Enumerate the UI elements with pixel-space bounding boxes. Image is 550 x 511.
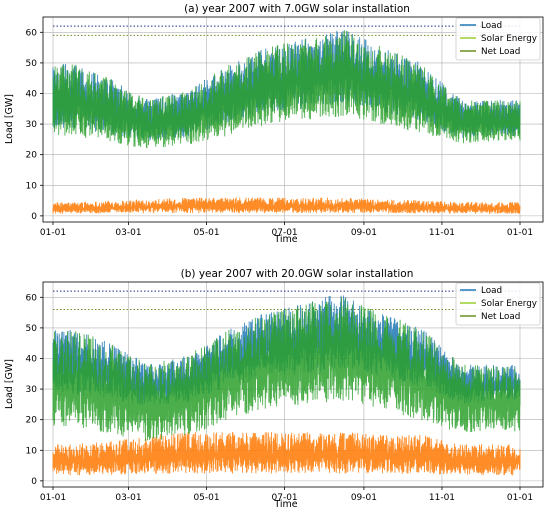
y-tick-label: 60 [26,28,38,38]
y-tick-label: 20 [26,416,38,426]
x-tick-label: 09-01 [351,493,377,503]
x-axis-label: Time [273,234,297,245]
x-tick-label: 11-01 [429,228,455,238]
y-tick-label: 0 [31,212,37,222]
x-tick-label: 03-01 [115,493,141,503]
y-axis-label: Load [GW] [4,359,15,409]
legend-label-net-load: Net Load [481,312,520,322]
chart-title: (b) year 2007 with 20.0GW solar installa… [181,268,414,280]
x-tick-label: 05-01 [193,228,219,238]
x-tick-label: 03-01 [115,228,141,238]
series-solar-energy [52,197,521,214]
y-tick-label: 50 [26,59,38,69]
series-net-load [52,297,521,442]
axis-ticks: 0 10 20 30 40 50 60 01-01 03-01 05-01 07-01 09-01 11… [26,293,534,503]
plot-area [52,290,521,476]
y-tick-label: 20 [26,151,38,161]
y-tick-label: 60 [26,293,38,303]
legend-label-load: Load [481,21,502,31]
legend: Load Solar Energy Net Load [455,17,541,61]
y-tick-label: 50 [26,324,38,334]
x-tick-label: 01-01 [507,493,533,503]
y-tick-label: 40 [26,354,38,364]
legend: Load Solar Energy Net Load [455,282,541,326]
x-tick-label: 07-01 [272,228,298,238]
series-net-load [52,30,521,149]
x-tick-label: 01-01 [507,228,533,238]
plot-area [52,25,521,214]
x-tick-label: 01-01 [40,493,66,503]
y-tick-label: 30 [26,120,38,130]
chart-panel-a: (a) year 2007 with 7.0GW solar installat… [4,3,544,245]
x-tick-label: 11-01 [429,493,455,503]
axis-ticks: 0 10 20 30 40 50 60 01-01 03-01 05-01 07-01 09-01 11… [26,28,534,238]
y-tick-label: 40 [26,89,38,99]
y-tick-label: 30 [26,385,38,395]
y-tick-label: 0 [31,477,37,487]
series-solar-energy [52,431,521,476]
x-tick-label: 01-01 [40,228,66,238]
legend-label-solar: Solar Energy [481,34,537,44]
y-tick-label: 10 [26,446,38,456]
legend-box [455,17,541,61]
axes-frame [42,281,544,488]
axes-frame [42,16,544,223]
legend-box [455,282,541,326]
x-tick-label: 05-01 [193,493,219,503]
legend-label-solar: Solar Energy [481,299,537,309]
x-axis-label: Time [273,499,297,510]
y-axis-label: Load [GW] [4,94,15,144]
y-tick-label: 10 [26,181,38,191]
legend-label-load: Load [481,286,502,296]
chart-panel-b: (b) year 2007 with 20.0GW solar installa… [4,268,544,510]
legend-label-net-load: Net Load [481,47,520,57]
x-tick-label: 09-01 [351,228,377,238]
x-tick-label: 07-01 [272,493,298,503]
chart-title: (a) year 2007 with 7.0GW solar installat… [184,3,410,15]
